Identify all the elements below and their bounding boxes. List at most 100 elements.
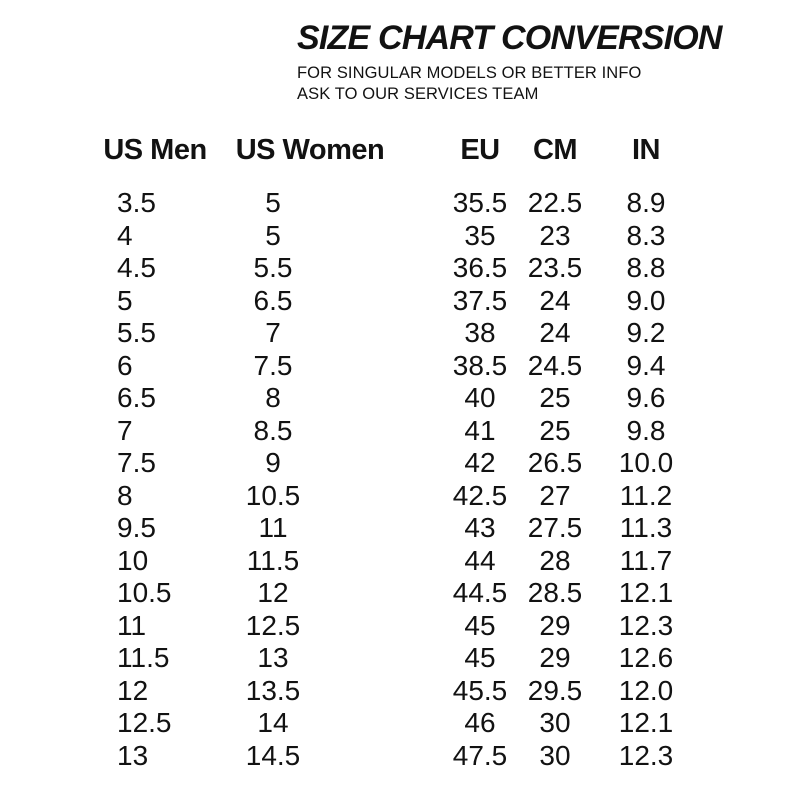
cell-eu: 47.5 (452, 739, 508, 771)
cell-us-women: 9 (265, 447, 281, 479)
cell-eu: 35 (464, 219, 496, 251)
table-row: 12 13.5 45.5 29.5 12.0 (95, 675, 686, 708)
table-row: 6.5 8 40 25 9.6 (95, 382, 686, 415)
cell-eu: 36.5 (452, 252, 508, 284)
cell-in: 11.3 (619, 512, 673, 544)
cell-cm: 28.5 (527, 577, 583, 609)
cell-eu: 44 (464, 544, 496, 576)
column-header-in: IN (632, 134, 661, 166)
cell-cm: 29 (539, 642, 571, 674)
cell-in: 12.3 (618, 739, 674, 771)
cell-us-men: 6.5 (117, 382, 156, 414)
cell-in: 9.2 (626, 317, 666, 349)
cell-in: 10.0 (618, 447, 674, 479)
cell-us-men: 3.5 (117, 187, 156, 219)
table-row: 11 12.5 45 29 12.3 (95, 610, 686, 643)
cell-us-men: 7.5 (117, 447, 156, 479)
subtitle-line-2: ASK TO OUR SERVICES TEAM (297, 85, 539, 103)
table-body: 3.5 5 35.5 22.5 8.9 4 5 35 23 8.3 4.5 5.5 36.5 23.5 8.… (95, 187, 686, 772)
cell-us-men: 11 (117, 609, 147, 641)
cell-us-men: 10 (117, 544, 149, 576)
cell-us-men: 12 (117, 674, 149, 706)
cell-eu: 37.5 (452, 284, 508, 316)
title-block: SIZE CHART CONVERSION FOR SINGULAR MODEL… (297, 20, 722, 105)
cell-cm: 27.5 (527, 512, 583, 544)
cell-cm: 27 (539, 479, 571, 511)
cell-in: 11.2 (619, 479, 673, 511)
cell-in: 12.1 (618, 577, 674, 609)
cell-us-women: 6.5 (253, 284, 293, 316)
cell-eu: 42.5 (452, 479, 508, 511)
cell-cm: 24 (539, 284, 571, 316)
cell-eu: 44.5 (452, 577, 508, 609)
cell-cm: 30 (539, 739, 571, 771)
cell-in: 12.0 (618, 674, 674, 706)
cell-in: 9.6 (626, 382, 666, 414)
column-header-eu: EU (460, 134, 500, 166)
table-row: 7.5 9 42 26.5 10.0 (95, 447, 686, 480)
cell-cm: 25 (539, 382, 571, 414)
column-header-cm: CM (532, 134, 578, 166)
cell-us-women: 7.5 (253, 349, 293, 381)
cell-us-women: 10.5 (245, 479, 301, 511)
cell-us-women: 13 (257, 642, 289, 674)
cell-in: 9.8 (626, 414, 666, 446)
cell-cm: 23 (539, 219, 571, 251)
cell-us-women: 5.5 (253, 252, 293, 284)
cell-us-men: 7 (117, 414, 133, 446)
table-row: 10.5 12 44.5 28.5 12.1 (95, 577, 686, 610)
cell-us-men: 11.5 (117, 642, 170, 674)
cell-us-women: 14 (257, 707, 289, 739)
column-header-us-women: US Women (235, 134, 385, 166)
cell-cm: 26.5 (527, 447, 583, 479)
table-row: 9.5 11 43 27.5 11.3 (95, 512, 686, 545)
cell-cm: 24 (539, 317, 571, 349)
cell-in: 12.3 (618, 609, 674, 641)
table-row: 5 6.5 37.5 24 9.0 (95, 285, 686, 318)
cell-us-women: 8.5 (253, 414, 293, 446)
cell-in: 8.8 (626, 252, 666, 284)
table-row: 12.5 14 46 30 12.1 (95, 707, 686, 740)
cell-in: 11.7 (619, 544, 673, 576)
page-title: SIZE CHART CONVERSION (297, 19, 722, 57)
table-row: 11.5 13 45 29 12.6 (95, 642, 686, 675)
cell-cm: 29.5 (527, 674, 583, 706)
cell-eu: 40 (464, 382, 496, 414)
cell-us-women: 11 (258, 512, 288, 544)
cell-us-men: 13 (117, 739, 149, 771)
cell-us-men: 10.5 (117, 577, 172, 609)
cell-us-men: 6 (117, 349, 133, 381)
cell-cm: 28 (539, 544, 571, 576)
cell-us-women: 8 (265, 382, 281, 414)
cell-in: 8.3 (626, 219, 666, 251)
table-header-row: US Men US Women EU CM IN (95, 134, 686, 166)
cell-us-men: 5.5 (117, 317, 156, 349)
cell-us-women: 5 (265, 187, 281, 219)
table-row: 4.5 5.5 36.5 23.5 8.8 (95, 252, 686, 285)
cell-in: 12.1 (618, 707, 674, 739)
page-subtitle: FOR SINGULAR MODELS OR BETTER INFO ASK T… (297, 63, 722, 105)
cell-in: 9.4 (626, 349, 666, 381)
cell-us-women: 12.5 (245, 609, 301, 641)
table-row: 4 5 35 23 8.3 (95, 220, 686, 253)
cell-us-women: 5 (265, 219, 281, 251)
cell-us-men: 12.5 (117, 707, 172, 739)
cell-us-women: 11.5 (246, 544, 300, 576)
cell-in: 9.0 (626, 284, 666, 316)
cell-cm: 23.5 (527, 252, 583, 284)
cell-us-men: 9.5 (117, 512, 156, 544)
table-row: 13 14.5 47.5 30 12.3 (95, 740, 686, 773)
subtitle-line-1: FOR SINGULAR MODELS OR BETTER INFO (297, 64, 642, 82)
cell-cm: 29 (539, 609, 571, 641)
table-row: 10 11.5 44 28 11.7 (95, 545, 686, 578)
cell-eu: 45 (464, 642, 496, 674)
cell-cm: 22.5 (527, 187, 583, 219)
cell-cm: 25 (539, 414, 571, 446)
table-row: 5.5 7 38 24 9.2 (95, 317, 686, 350)
cell-us-women: 7 (265, 317, 281, 349)
cell-eu: 42 (464, 447, 496, 479)
cell-eu: 45 (464, 609, 496, 641)
cell-eu: 46 (464, 707, 496, 739)
cell-cm: 30 (539, 707, 571, 739)
